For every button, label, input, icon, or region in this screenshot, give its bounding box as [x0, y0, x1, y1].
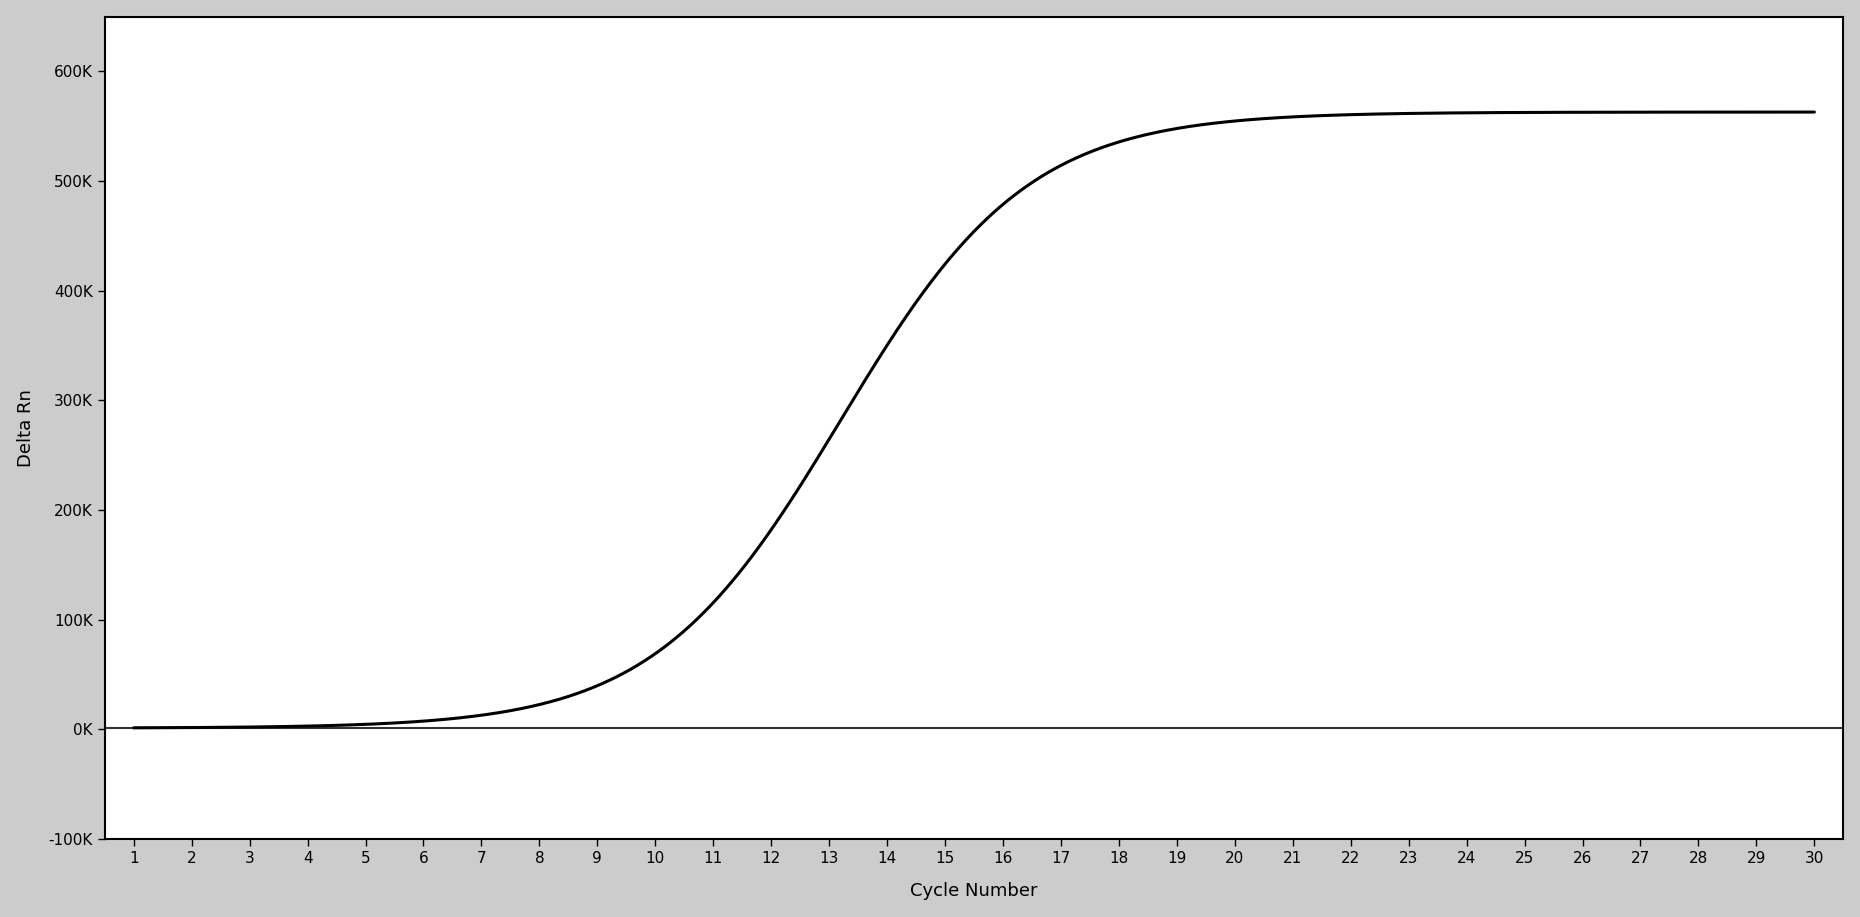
X-axis label: Cycle Number: Cycle Number [910, 882, 1038, 900]
Y-axis label: Delta Rn: Delta Rn [17, 389, 35, 467]
